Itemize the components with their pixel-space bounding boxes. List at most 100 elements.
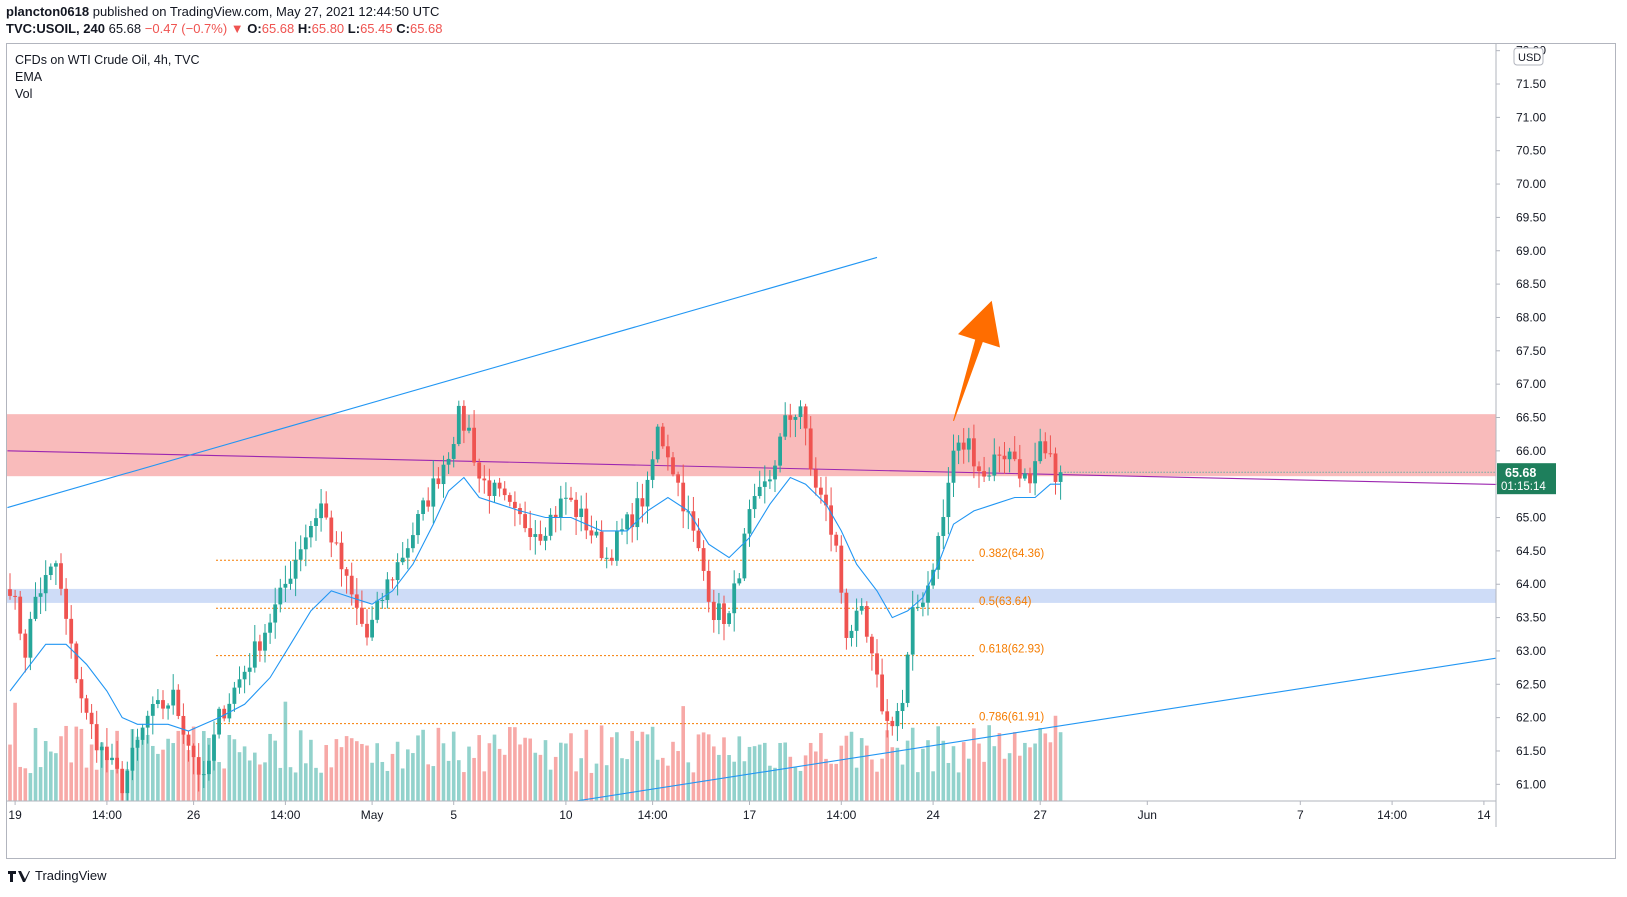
candle-body [982, 471, 986, 477]
volume-bar [635, 740, 640, 801]
volume-bar [502, 754, 507, 801]
candle-body [604, 557, 609, 559]
candle-body [28, 618, 33, 658]
volume-bar [599, 725, 604, 801]
volume-bar [528, 738, 532, 801]
publisher-name[interactable]: plancton0618 [6, 4, 90, 19]
volume-bar [309, 739, 313, 801]
candle-body [477, 462, 482, 479]
candle-body [768, 479, 772, 482]
candle-body [864, 606, 869, 637]
candle-body [349, 575, 354, 595]
candle-body [400, 557, 405, 563]
candle-body [1002, 455, 1007, 460]
candle-body [752, 496, 757, 510]
volume-bar [263, 762, 267, 801]
volume-bar [926, 740, 930, 801]
price-tick-label: 67.50 [1516, 344, 1546, 358]
candle-body [99, 746, 104, 751]
candle-body [671, 457, 675, 475]
volume-bar [676, 751, 680, 801]
price-tick-label: 64.50 [1516, 544, 1546, 558]
candle-body [650, 459, 655, 480]
volume-bar [865, 745, 869, 801]
time-tick-label: 5 [450, 808, 457, 822]
volume-bar [798, 770, 803, 801]
candle-body [222, 708, 227, 719]
legend-ema[interactable]: EMA [15, 70, 43, 84]
candle-body [360, 607, 364, 624]
volume-bar [59, 736, 63, 801]
volume-bar [1023, 742, 1027, 801]
volume-bar [258, 764, 262, 801]
volume-bar [1028, 747, 1032, 801]
candle-body [813, 469, 818, 488]
volume-bar [737, 736, 742, 801]
volume-bar [808, 742, 813, 801]
volume-bar [100, 742, 104, 801]
volume-bar [870, 759, 874, 801]
candle-body [462, 405, 466, 431]
candle-body [385, 579, 390, 600]
volume-bar [482, 771, 487, 801]
candle-body [344, 569, 349, 576]
volume-bar [559, 742, 563, 801]
candle-body [288, 578, 293, 584]
volume-bar [992, 746, 997, 801]
volume-bar [814, 751, 818, 801]
currency-label: USD [1518, 52, 1541, 64]
volume-bar [105, 750, 109, 801]
volume-bar [712, 746, 716, 801]
channel-lower-line [576, 657, 1496, 801]
legend-vol[interactable]: Vol [15, 87, 33, 101]
candle-body [788, 415, 793, 420]
candle-body [854, 610, 859, 631]
volume-bar [655, 759, 660, 801]
price-tick-label: 61.50 [1516, 744, 1546, 758]
tradingview-logo-icon [8, 870, 30, 882]
volume-bar [717, 754, 721, 801]
candle-body [1012, 451, 1017, 460]
price-tick-label: 68.50 [1516, 277, 1546, 291]
candle-body [523, 514, 527, 529]
fib-level-label: 0.382(64.36) [979, 548, 1044, 560]
volume-bar [74, 726, 79, 801]
volume-bar [854, 767, 859, 801]
volume-bar [94, 769, 99, 801]
candle-body [941, 517, 946, 536]
volume-bar [421, 729, 425, 801]
price-tick-label: 66.00 [1516, 444, 1546, 458]
candle-body [834, 534, 839, 546]
legend-series[interactable]: CFDs on WTI Crude Oil, 4h, TVC [15, 53, 200, 67]
volume-bar [497, 748, 502, 801]
volume-bar [171, 743, 175, 801]
volume-bar [727, 755, 731, 801]
volume-bar [89, 744, 94, 801]
volume-bar [145, 734, 150, 801]
candle-body [89, 712, 94, 725]
volume-bar [941, 740, 946, 801]
volume-bar [604, 765, 609, 801]
volume-bar [951, 746, 956, 801]
volume-bar [778, 742, 782, 801]
candle-body [135, 739, 140, 748]
volume-bar [1007, 753, 1012, 801]
candle-body [844, 592, 849, 638]
volume-bar [151, 745, 155, 801]
candle-body [258, 641, 262, 651]
candle-body [722, 603, 726, 624]
candle-body [314, 518, 318, 526]
candle-body [176, 689, 181, 716]
candle-body [186, 734, 191, 746]
candle-body [232, 687, 237, 704]
footer-brand-text[interactable]: TradingView [35, 868, 107, 883]
volume-bar [1043, 733, 1048, 801]
candle-body [711, 601, 716, 621]
volume-bar [349, 738, 354, 801]
candle-body [589, 530, 594, 536]
candle-body [966, 438, 971, 450]
price-tick-label: 67.00 [1516, 377, 1546, 391]
volume-bar [936, 726, 940, 801]
volume-bar [620, 758, 624, 801]
